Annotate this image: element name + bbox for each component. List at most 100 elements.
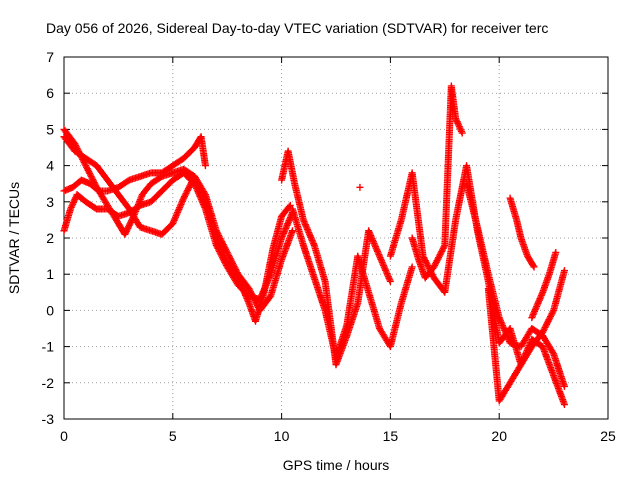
data-point bbox=[219, 255, 227, 263]
data-point bbox=[452, 116, 460, 124]
data-point bbox=[184, 186, 192, 194]
data-point bbox=[431, 261, 439, 269]
y-tick-label: 3 bbox=[46, 194, 54, 210]
y-tick-label: 4 bbox=[46, 158, 54, 174]
data-point bbox=[546, 313, 554, 321]
data-point bbox=[230, 262, 238, 270]
data-point bbox=[212, 241, 220, 249]
data-point bbox=[408, 263, 416, 271]
data-point bbox=[68, 202, 76, 210]
data-point bbox=[218, 252, 226, 260]
data-point bbox=[547, 311, 555, 319]
data-point bbox=[540, 325, 548, 333]
data-point bbox=[455, 123, 463, 131]
data-point bbox=[457, 126, 465, 134]
data-point bbox=[438, 247, 446, 255]
chart-title: Day 056 of 2026, Sidereal Day-to-day VTE… bbox=[46, 20, 548, 36]
data-point bbox=[91, 180, 99, 188]
data-point bbox=[69, 200, 77, 208]
data-point bbox=[83, 165, 91, 173]
data-point bbox=[542, 322, 550, 330]
data-point bbox=[254, 302, 262, 310]
data-point bbox=[88, 174, 96, 182]
data-point bbox=[82, 162, 90, 170]
data-point bbox=[458, 129, 466, 137]
data-point bbox=[421, 255, 429, 263]
data-point bbox=[86, 169, 94, 177]
data-point bbox=[85, 168, 93, 176]
data-point bbox=[440, 243, 448, 251]
y-tick-label: 5 bbox=[46, 121, 54, 137]
data-point bbox=[219, 254, 227, 262]
data-point bbox=[84, 166, 92, 174]
data-point bbox=[454, 119, 462, 127]
data-point bbox=[548, 310, 556, 318]
data-point bbox=[246, 286, 254, 294]
data-point bbox=[185, 183, 193, 191]
data-point bbox=[224, 250, 232, 258]
data-point bbox=[215, 246, 223, 254]
data-point bbox=[530, 263, 538, 271]
data-point bbox=[222, 247, 230, 255]
data-point bbox=[81, 160, 89, 168]
data-point bbox=[201, 162, 209, 170]
data-point bbox=[386, 277, 394, 285]
y-tick-label: 2 bbox=[46, 230, 54, 246]
x-axis-label: GPS time / hours bbox=[283, 457, 390, 473]
data-point bbox=[456, 124, 464, 132]
data-point bbox=[219, 241, 227, 249]
data-point bbox=[70, 197, 78, 205]
data-point bbox=[213, 228, 221, 236]
data-point bbox=[71, 195, 79, 203]
data-point bbox=[180, 193, 188, 201]
data-point bbox=[433, 257, 441, 265]
data-point bbox=[180, 194, 188, 202]
data-point bbox=[435, 254, 443, 262]
data-point bbox=[286, 201, 294, 209]
data-point bbox=[89, 176, 97, 184]
data-point bbox=[83, 163, 91, 171]
y-axis-label: SDTVAR / TECUs bbox=[6, 182, 22, 294]
x-tick-label: 10 bbox=[274, 428, 290, 444]
data-point bbox=[226, 255, 234, 263]
data-point bbox=[545, 316, 553, 324]
data-point bbox=[67, 203, 75, 211]
y-tick-label: -1 bbox=[42, 339, 55, 355]
data-point bbox=[422, 258, 430, 266]
x-tick-label: 20 bbox=[491, 428, 507, 444]
data-point bbox=[434, 255, 442, 263]
data-point bbox=[546, 314, 554, 322]
data-point bbox=[421, 257, 429, 265]
axis-ticks: 0 5 10 15 20 25 -3 -2 -1 0 1 2 3 4 5 6 7 bbox=[42, 49, 616, 444]
y-tick-label: 7 bbox=[46, 49, 54, 65]
data-point bbox=[90, 177, 98, 185]
data-point bbox=[560, 267, 568, 275]
x-tick-label: 0 bbox=[60, 428, 68, 444]
data-point bbox=[432, 258, 440, 266]
data-point bbox=[183, 188, 191, 196]
data-point bbox=[539, 327, 547, 335]
data-point bbox=[438, 246, 446, 254]
data-point bbox=[453, 118, 461, 126]
data-point bbox=[219, 239, 227, 247]
data-point bbox=[225, 252, 233, 260]
data-point bbox=[221, 244, 229, 252]
data-point bbox=[424, 261, 432, 269]
y-tick-label: -2 bbox=[42, 375, 55, 391]
data-point bbox=[90, 179, 98, 187]
data-point bbox=[541, 323, 549, 331]
data-point bbox=[223, 248, 231, 256]
data-point bbox=[431, 260, 439, 268]
y-tick-label: 1 bbox=[46, 266, 54, 282]
data-point bbox=[182, 190, 190, 198]
data-point bbox=[423, 260, 431, 268]
data-point bbox=[549, 348, 557, 356]
data-point bbox=[184, 185, 192, 193]
data-point bbox=[216, 249, 224, 257]
data-point bbox=[87, 172, 95, 180]
data-point bbox=[544, 317, 552, 325]
x-tick-label: 15 bbox=[383, 428, 399, 444]
x-tick-label: 5 bbox=[169, 428, 177, 444]
y-tick-label: -3 bbox=[42, 411, 55, 427]
